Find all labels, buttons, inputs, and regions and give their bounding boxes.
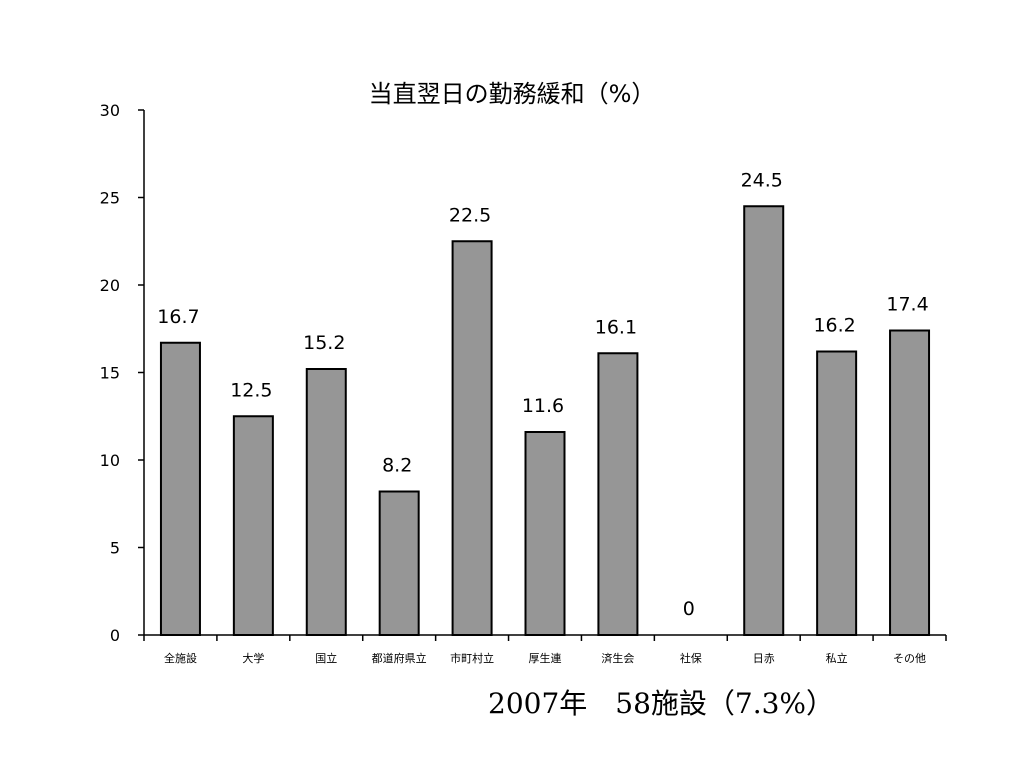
- y-tick-label: 10: [100, 451, 120, 470]
- y-tick-label: 0: [110, 626, 120, 645]
- bar: [451, 240, 493, 636]
- y-tick-label: 25: [100, 189, 120, 208]
- x-tick-label: 国立: [315, 651, 337, 665]
- y-tick-label: 30: [100, 101, 120, 120]
- bar-value-label: 0: [683, 598, 695, 620]
- x-tick-label: 済生会: [601, 651, 634, 665]
- bar-value-label: 11.6: [522, 395, 564, 417]
- bar: [378, 490, 420, 636]
- chart-bars: [159, 205, 931, 636]
- bar-value-label: 16.7: [157, 306, 199, 328]
- x-tick-label: その他: [893, 652, 926, 665]
- x-tick-label: 市町村立: [450, 651, 494, 665]
- x-tick-label: 都道府県立: [372, 651, 427, 665]
- x-tick-label: 全施設: [164, 651, 197, 665]
- bar: [305, 368, 347, 636]
- y-tick-label: 15: [100, 364, 120, 383]
- bar: [597, 352, 639, 636]
- bar: [816, 350, 858, 636]
- bar: [232, 415, 274, 636]
- bar-value-label: 16.2: [813, 315, 855, 337]
- x-tick-label: 厚生連: [529, 651, 562, 665]
- bar-value-label: 22.5: [449, 204, 491, 226]
- x-tick-label: 大学: [242, 651, 264, 665]
- bar-value-label: 17.4: [886, 294, 928, 316]
- chart-labels: 16.7 全施設 12.5 大学 15.2 国立 8.2 都道府県立 22.5 市町村立 11.6 厚…: [157, 169, 928, 665]
- bar-value-label: 12.5: [230, 379, 272, 401]
- bar: [159, 341, 201, 636]
- footer-note: 2007年 58施設（7.3%）: [488, 687, 835, 720]
- bar: [889, 329, 931, 636]
- y-tick-label: 20: [100, 276, 120, 295]
- bar-value-label: 24.5: [741, 169, 783, 191]
- bar-value-label: 8.2: [382, 455, 412, 477]
- bar-value-label: 15.2: [303, 332, 345, 354]
- bar: [524, 431, 566, 636]
- x-tick-label: 私立: [826, 651, 848, 665]
- bar: [743, 205, 785, 636]
- chart-title: 当直翌日の勤務緩和（%）: [368, 80, 656, 108]
- x-tick-label: 社保: [680, 651, 702, 665]
- x-tick-label: 日赤: [753, 652, 775, 665]
- y-tick-label: 5: [110, 539, 120, 558]
- bar-value-label: 16.1: [595, 316, 637, 338]
